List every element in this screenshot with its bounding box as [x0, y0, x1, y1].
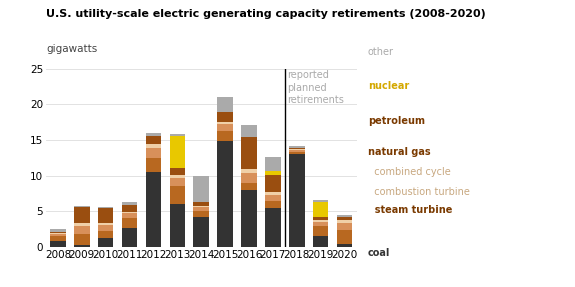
Bar	[145, 136, 161, 144]
Bar	[170, 168, 185, 175]
Bar	[193, 211, 209, 217]
Bar	[265, 174, 281, 192]
Bar	[74, 223, 90, 226]
Bar	[145, 172, 161, 247]
Bar	[145, 144, 161, 148]
Bar	[122, 228, 137, 247]
Text: nuclear: nuclear	[368, 81, 409, 91]
Bar	[193, 205, 209, 207]
Bar	[50, 229, 66, 232]
Bar	[242, 183, 257, 190]
Bar	[337, 230, 352, 244]
Bar	[337, 217, 352, 220]
Bar	[50, 233, 66, 234]
Bar	[98, 231, 113, 238]
Bar	[265, 158, 281, 171]
Bar	[313, 200, 328, 202]
Text: steam turbine: steam turbine	[368, 205, 453, 214]
Bar	[122, 212, 137, 213]
Bar	[337, 215, 352, 217]
Bar	[193, 217, 209, 247]
Bar	[50, 234, 66, 236]
Bar	[337, 220, 352, 223]
Bar	[98, 226, 113, 231]
Bar	[170, 204, 185, 247]
Bar	[122, 218, 137, 228]
Text: U.S. utility-scale electric generating capacity retirements (2008-2020): U.S. utility-scale electric generating c…	[46, 9, 486, 19]
Text: petroleum: petroleum	[368, 116, 425, 125]
Bar	[50, 232, 66, 233]
Bar	[145, 133, 161, 136]
Bar	[242, 125, 257, 137]
Text: gigawatts: gigawatts	[46, 44, 97, 55]
Bar	[242, 169, 257, 173]
Bar	[313, 217, 328, 220]
Text: reported
planned
retirements: reported planned retirements	[288, 70, 344, 105]
Bar	[313, 226, 328, 236]
Bar	[289, 150, 305, 152]
Bar	[98, 238, 113, 247]
Bar	[50, 241, 66, 247]
Bar	[170, 178, 185, 186]
Bar	[217, 122, 233, 124]
Bar	[265, 208, 281, 247]
Text: natural gas: natural gas	[368, 147, 431, 157]
Bar	[313, 202, 328, 217]
Bar	[265, 171, 281, 174]
Bar	[122, 213, 137, 218]
Bar	[98, 207, 113, 208]
Bar	[170, 175, 185, 178]
Bar	[217, 131, 233, 141]
Bar	[337, 244, 352, 247]
Bar	[217, 141, 233, 247]
Bar	[337, 223, 352, 230]
Bar	[265, 195, 281, 201]
Text: other: other	[368, 47, 394, 57]
Bar	[217, 97, 233, 112]
Bar	[74, 234, 90, 245]
Bar	[98, 208, 113, 223]
Bar	[289, 146, 305, 148]
Text: coal: coal	[368, 248, 390, 257]
Bar	[289, 149, 305, 150]
Bar	[122, 202, 137, 205]
Bar	[145, 158, 161, 172]
Bar	[265, 192, 281, 195]
Bar	[74, 205, 90, 207]
Bar	[289, 148, 305, 149]
Bar	[74, 207, 90, 223]
Bar	[193, 207, 209, 211]
Bar	[74, 226, 90, 234]
Bar	[50, 236, 66, 241]
Bar	[193, 202, 209, 205]
Bar	[242, 173, 257, 183]
Bar	[242, 190, 257, 247]
Bar	[122, 205, 137, 212]
Bar	[289, 154, 305, 247]
Bar	[217, 112, 233, 122]
Bar	[193, 176, 209, 202]
Bar	[242, 137, 257, 169]
Bar	[145, 148, 161, 158]
Text: combustion turbine: combustion turbine	[368, 187, 470, 197]
Bar	[289, 152, 305, 154]
Bar	[74, 245, 90, 247]
Text: combined cycle: combined cycle	[368, 167, 451, 177]
Bar	[170, 134, 185, 136]
Bar	[170, 186, 185, 204]
Bar	[313, 236, 328, 247]
Bar	[313, 220, 328, 222]
Bar	[170, 136, 185, 168]
Bar	[217, 124, 233, 131]
Bar	[265, 201, 281, 208]
Bar	[98, 223, 113, 226]
Bar	[313, 222, 328, 226]
